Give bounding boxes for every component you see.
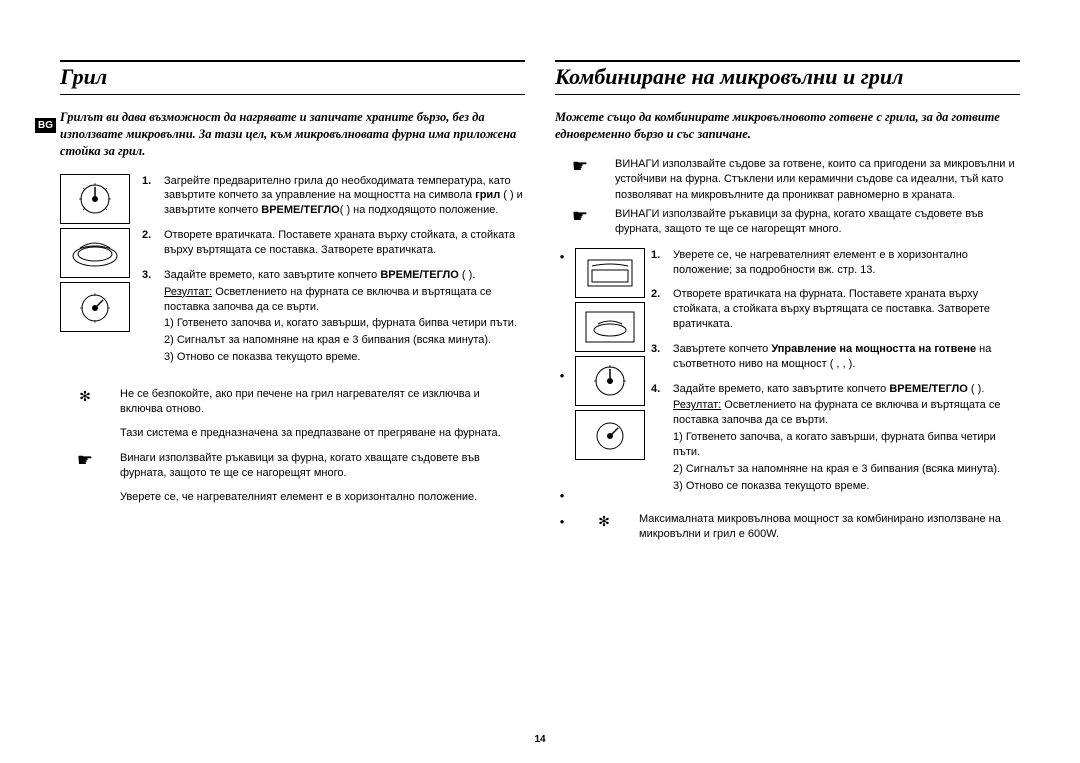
left-heading: Грил — [60, 60, 525, 95]
hand-icon: ☛ — [555, 207, 605, 238]
step-body: Отворете вратичката на фурната. Поставет… — [673, 287, 1020, 332]
right-step-3: 3. Завъртете копчето Управление на мощно… — [651, 342, 1020, 372]
step-number: 1. — [142, 174, 156, 219]
result-text: Осветлението на фурната се включва и вър… — [164, 286, 491, 313]
note-body: ВИНАГИ използвайте съдове за готвене, ко… — [615, 157, 1020, 203]
right-bullet-2: ☛ ВИНАГИ използвайте ръкавици за фурна, … — [555, 207, 1020, 238]
thumb-oven-top-icon — [575, 248, 645, 298]
page-columns: Грил Грилът ви дава възможност да нагряв… — [60, 60, 1020, 552]
result-line: Резултат: Осветлението на фурната се вкл… — [673, 398, 1020, 428]
left-column: Грил Грилът ви дава възможност да нагряв… — [60, 60, 525, 552]
text: ( ). — [968, 383, 985, 395]
hand-icon: ☛ — [555, 157, 605, 203]
step-number: 2. — [142, 228, 156, 258]
right-step-4: 4. Задайте времето, като завъртите копче… — [651, 382, 1020, 494]
thumb-timer-icon — [60, 282, 130, 332]
note-body: ВИНАГИ използвайте ръкавици за фурна, ко… — [615, 207, 1020, 238]
bullet-dot: ● — [560, 371, 565, 380]
right-footnote: ● ✻ Максималната микровълнова мощност за… — [555, 512, 1020, 543]
substep: 2) Сигналът за напомняне на края е 3 бип… — [673, 462, 1020, 477]
note-body: Максималната микровълнова мощност за ком… — [639, 512, 1020, 543]
thumb-timer-icon — [575, 410, 645, 460]
text: Задайте времето, като завъртите копчето — [673, 383, 889, 395]
note-body: Не се безпокойте, ако при печене на грил… — [120, 387, 525, 441]
substep: 3) Отново се показва текущото време. — [164, 350, 525, 365]
step-body: Загрейте предварително грила до необходи… — [164, 174, 525, 219]
left-step-3: 3. Задайте времето, като завъртите копче… — [142, 268, 525, 365]
text: Не се безпокойте, ако при печене на грил… — [120, 387, 525, 418]
text: ( ) на подходящото положение. — [340, 204, 499, 216]
step-body: Уверете се, че нагревателният елемент е … — [673, 248, 1020, 278]
right-step-2: 2. Отворете вратичката на фурната. Поста… — [651, 287, 1020, 332]
right-column: Комбиниране на микровълни и грил Можете … — [555, 60, 1020, 552]
hand-icon: ☛ — [60, 451, 110, 505]
text: Завъртете копчето — [673, 343, 771, 355]
text: Уверете се, че нагревателният елемент е … — [120, 490, 525, 505]
bold-power: Управление на мощността на готвене — [771, 343, 976, 355]
left-intro: Грилът ви дава възможност да нагрявате и… — [60, 109, 525, 160]
note-body: Винаги използвайте ръкавици за фурна, ко… — [120, 451, 525, 505]
left-thumbnails — [60, 174, 130, 375]
step-body: Отворете вратичката. Поставете храната в… — [164, 228, 525, 258]
thumb-dial-icon — [575, 356, 645, 406]
language-badge: BG — [35, 118, 56, 133]
left-step-1: 1. Загрейте предварително грила до необх… — [142, 174, 525, 219]
right-step-1: 1. Уверете се, че нагревателният елемент… — [651, 248, 1020, 278]
thumb-dial-icon — [60, 174, 130, 224]
substep: 1) Готвенето започва и, когато завърши, … — [164, 316, 525, 331]
step-body: Задайте времето, като завъртите копчето … — [673, 382, 1020, 494]
bullet-dot: ● — [560, 252, 565, 261]
right-step-list: 1. Уверете се, че нагревателният елемент… — [651, 248, 1020, 504]
text: Тази система е предназначена за предпазв… — [120, 426, 525, 441]
left-steps-block: 1. Загрейте предварително грила до необх… — [60, 174, 525, 375]
side-bullets: ● — [555, 512, 569, 543]
step-number: 3. — [651, 342, 665, 372]
substep: 1) Готвенето започва, а когато завърши, … — [673, 430, 1020, 460]
result-text: Осветлението на фурната се включва и вър… — [673, 399, 1000, 426]
step-number: 3. — [142, 268, 156, 365]
step-body: Завъртете копчето Управление на мощностт… — [673, 342, 1020, 372]
result-line: Резултат: Осветлението на фурната се вкл… — [164, 285, 525, 315]
thumb-tray-icon — [60, 228, 130, 278]
result-label: Резултат: — [673, 399, 721, 411]
right-heading: Комбиниране на микровълни и грил — [555, 60, 1020, 95]
info-icon: ✻ — [60, 387, 110, 441]
page-number: 14 — [534, 734, 545, 745]
right-steps-block: ● ● ● 1. — [555, 248, 1020, 504]
bold-grill: грил — [475, 189, 500, 201]
info-icon: ✻ — [579, 512, 629, 543]
substep: 3) Отново се показва текущото време. — [673, 479, 1020, 494]
left-step-2: 2. Отворете вратичката. Поставете хранат… — [142, 228, 525, 258]
right-intro: Можете също да комбинирате микровълновот… — [555, 109, 1020, 143]
right-bullet-1: ☛ ВИНАГИ използвайте съдове за готвене, … — [555, 157, 1020, 203]
step-number: 4. — [651, 382, 665, 494]
text: Задайте времето, като завъртите копчето — [164, 269, 380, 281]
bold-time-weight: ВРЕМЕ/ТЕГЛО — [380, 269, 458, 281]
step-body: Задайте времето, като завъртите копчето … — [164, 268, 525, 365]
text: Винаги използвайте ръкавици за фурна, ко… — [120, 451, 525, 482]
step-number: 2. — [651, 287, 665, 332]
right-thumbnails — [575, 248, 645, 504]
text: ( ). — [459, 269, 476, 281]
substep: 2) Сигналът за напомняне на края е 3 бип… — [164, 333, 525, 348]
bullet-dot: ● — [560, 516, 565, 527]
bold-time-weight: ВРЕМЕ/ТЕГЛО — [889, 383, 967, 395]
step-number: 1. — [651, 248, 665, 278]
result-label: Резултат: — [164, 286, 212, 298]
left-note-1: ✻ Не се безпокойте, ако при печене на гр… — [60, 387, 525, 441]
thumb-oven-tray-icon — [575, 302, 645, 352]
left-step-list: 1. Загрейте предварително грила до необх… — [142, 174, 525, 375]
left-note-2: ☛ Винаги използвайте ръкавици за фурна, … — [60, 451, 525, 505]
side-bullets: ● ● ● — [555, 248, 569, 504]
bold-time-weight: ВРЕМЕ/ТЕГЛО — [261, 204, 339, 216]
bullet-dot: ● — [560, 491, 565, 500]
text: Загрейте предварително грила до необходи… — [164, 175, 511, 202]
